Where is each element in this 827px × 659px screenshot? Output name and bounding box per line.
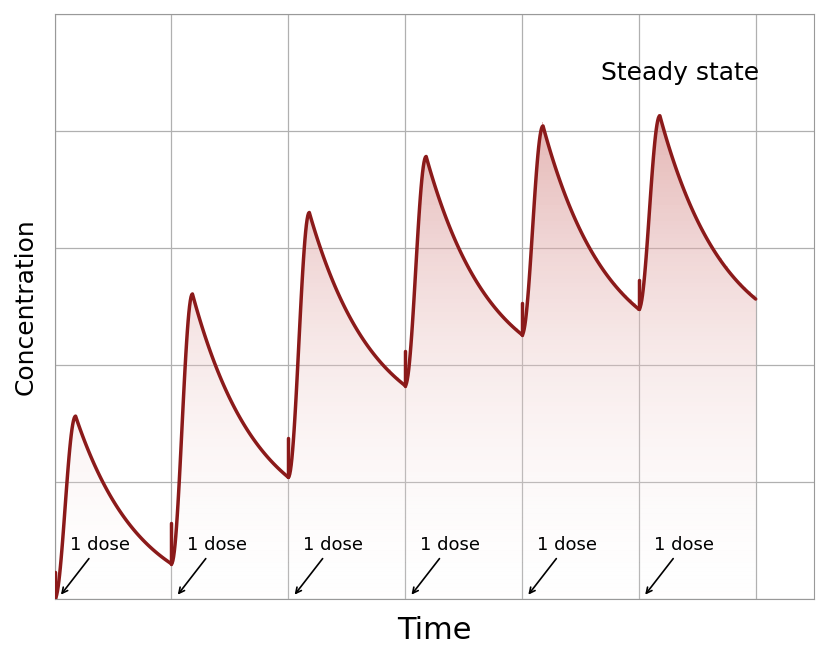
Text: Steady state: Steady state xyxy=(600,61,758,85)
Text: 1 dose: 1 dose xyxy=(646,536,713,593)
Text: 1 dose: 1 dose xyxy=(295,536,363,593)
Y-axis label: Concentration: Concentration xyxy=(14,218,38,395)
X-axis label: Time: Time xyxy=(397,616,471,645)
Text: 1 dose: 1 dose xyxy=(179,536,246,593)
Text: 1 dose: 1 dose xyxy=(528,536,596,593)
Text: 1 dose: 1 dose xyxy=(412,536,480,593)
Text: 1 dose: 1 dose xyxy=(62,536,130,593)
